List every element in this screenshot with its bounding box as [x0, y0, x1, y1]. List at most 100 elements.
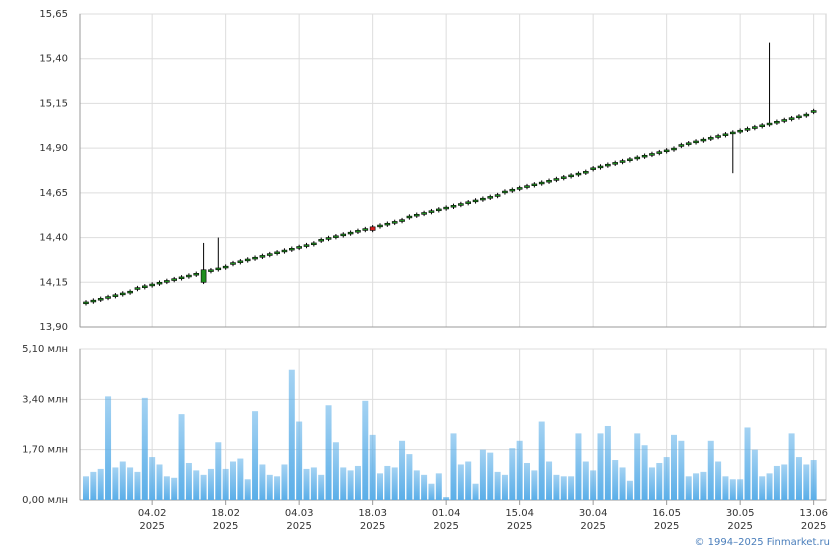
- x-tick-label: 30.05 2025: [725, 508, 755, 532]
- candle-body: [678, 144, 685, 147]
- candle-body: [752, 126, 758, 129]
- candle-body: [252, 256, 258, 260]
- volume-bar: [340, 467, 347, 500]
- candle-body: [443, 206, 449, 210]
- volume-bar: [369, 434, 376, 500]
- y-tick-label: 14,90: [39, 143, 68, 154]
- candle-body: [707, 137, 714, 140]
- candle-body: [215, 267, 222, 271]
- volume-bar: [465, 461, 472, 500]
- volume-bar: [766, 473, 773, 500]
- volume-bar: [509, 448, 516, 500]
- volume-bar: [501, 474, 508, 500]
- candle-body: [90, 299, 97, 303]
- y-tick-label: 14,15: [39, 277, 68, 288]
- candle-body: [634, 156, 641, 160]
- candle-body: [127, 290, 133, 294]
- y-tick-label: 0,00 млн: [22, 495, 68, 506]
- volume-bar: [568, 476, 575, 500]
- volume-bar: [134, 471, 141, 500]
- candle-body: [164, 280, 170, 283]
- volume-bar: [553, 474, 560, 500]
- volume-bar: [90, 471, 97, 500]
- candle-body: [362, 228, 369, 231]
- candle-body: [156, 281, 163, 285]
- volume-bar: [83, 476, 89, 500]
- y-tick-label: 15,65: [39, 9, 68, 20]
- candle-body: [575, 172, 582, 176]
- volume-bar: [729, 479, 736, 500]
- volume-bar: [744, 427, 751, 500]
- y-tick-label: 1,70 млн: [22, 445, 68, 456]
- candle-body: [781, 119, 788, 122]
- volume-bar: [237, 458, 244, 500]
- candle-body: [318, 239, 325, 242]
- volume-bar: [531, 470, 538, 500]
- candle-body: [582, 171, 589, 174]
- candle-body: [112, 294, 119, 297]
- volume-bar: [296, 421, 303, 500]
- candle-body: [641, 154, 648, 158]
- candle-body: [296, 246, 302, 249]
- candle-body: [333, 235, 339, 238]
- x-tick-label: 18.02 2025: [211, 508, 240, 532]
- volume-bar: [538, 421, 545, 500]
- candle-body: [766, 122, 773, 126]
- x-tick-label: 13.06 2025: [799, 508, 828, 532]
- volume-bar: [803, 464, 810, 500]
- candle-body: [627, 158, 633, 161]
- volume-bar: [428, 483, 435, 500]
- volume-bar: [575, 433, 582, 500]
- candle-body: [274, 251, 280, 254]
- candle-body: [399, 219, 405, 222]
- volume-bar: [435, 473, 442, 500]
- volume-bar: [582, 461, 589, 500]
- volume-bar: [310, 467, 317, 500]
- candle-body: [186, 274, 192, 278]
- y-tick-label: 15,15: [39, 98, 68, 109]
- volume-bar: [700, 471, 707, 500]
- volume-bar: [406, 454, 413, 500]
- candle-body: [685, 142, 692, 145]
- volume-bar: [141, 397, 148, 500]
- candle-body: [105, 296, 111, 299]
- volume-bar: [751, 449, 758, 500]
- volume-bar: [648, 467, 655, 500]
- candle-body: [450, 205, 457, 208]
- candle-body: [266, 253, 273, 256]
- candle-body: [472, 199, 479, 203]
- candle-body: [200, 269, 207, 283]
- candle-body: [605, 163, 611, 167]
- y-tick-label: 3,40 млн: [22, 394, 68, 405]
- candle-body: [325, 237, 332, 240]
- candle-body: [413, 214, 420, 217]
- volume-bar: [524, 462, 530, 500]
- volume-bar: [604, 425, 611, 500]
- candle-body: [531, 183, 538, 187]
- x-tick-label: 01.04 2025: [431, 508, 461, 532]
- volume-bar: [266, 474, 273, 500]
- volume-bar: [281, 464, 288, 500]
- candle-body: [369, 226, 376, 231]
- candle-body: [377, 224, 383, 228]
- volume-bar: [781, 464, 788, 500]
- candle-body: [546, 180, 552, 183]
- x-tick-label: 04.03 2025: [284, 508, 314, 532]
- volume-bar: [391, 467, 398, 500]
- x-tick-label: 16.05 2025: [652, 508, 681, 532]
- candle-body: [244, 258, 251, 262]
- volume-bar: [105, 396, 112, 500]
- volume-bar: [399, 440, 406, 500]
- candle-body: [222, 265, 229, 269]
- volume-bar: [443, 497, 450, 500]
- volume-bar: [487, 452, 494, 500]
- candle-body: [480, 197, 486, 201]
- candle-body: [421, 212, 427, 215]
- volume-bar: [318, 474, 325, 500]
- candle-body: [788, 117, 795, 120]
- candle-body: [281, 249, 288, 253]
- volume-bar: [303, 468, 310, 500]
- volume-bar: [619, 467, 626, 500]
- candle-body: [83, 301, 89, 305]
- candle-body: [509, 188, 516, 192]
